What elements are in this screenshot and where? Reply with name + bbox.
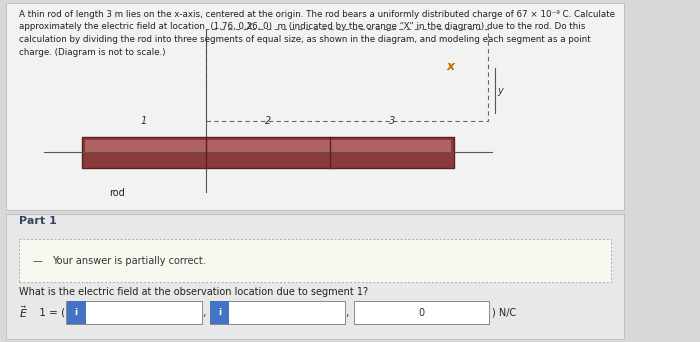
- Bar: [82, 137, 454, 168]
- Text: Part 1: Part 1: [19, 216, 57, 226]
- Text: 1 = (: 1 = (: [36, 308, 65, 318]
- Text: i: i: [218, 308, 221, 317]
- Bar: [19, 239, 611, 282]
- Bar: [354, 301, 489, 324]
- Text: What is the electric field at the observation location due to segment 1?: What is the electric field at the observ…: [19, 287, 368, 297]
- Bar: [66, 301, 85, 324]
- Bar: [66, 301, 202, 324]
- Text: $\vec{E}$: $\vec{E}$: [19, 304, 28, 320]
- Text: ,: ,: [202, 308, 205, 318]
- Text: x: x: [246, 21, 252, 31]
- Text: 2: 2: [265, 116, 271, 127]
- Text: 3: 3: [389, 116, 395, 127]
- Text: ) N/C: ) N/C: [491, 308, 516, 318]
- Text: 0: 0: [418, 307, 424, 318]
- Text: i: i: [75, 308, 78, 317]
- Text: ,: ,: [346, 308, 349, 318]
- Bar: [6, 3, 624, 210]
- Text: Your answer is partially correct.: Your answer is partially correct.: [52, 255, 205, 266]
- Bar: [211, 301, 230, 324]
- Text: x: x: [447, 60, 455, 73]
- Text: A thin rod of length 3 m lies on the x-axis, centered at the origin. The rod bea: A thin rod of length 3 m lies on the x-a…: [19, 10, 615, 57]
- Bar: [206, 29, 489, 121]
- Bar: [85, 140, 451, 153]
- Bar: [210, 301, 345, 324]
- Text: rod: rod: [108, 188, 125, 198]
- Bar: [6, 214, 624, 339]
- Text: —: —: [33, 255, 43, 266]
- Text: y: y: [497, 86, 503, 96]
- Text: 1: 1: [141, 116, 147, 127]
